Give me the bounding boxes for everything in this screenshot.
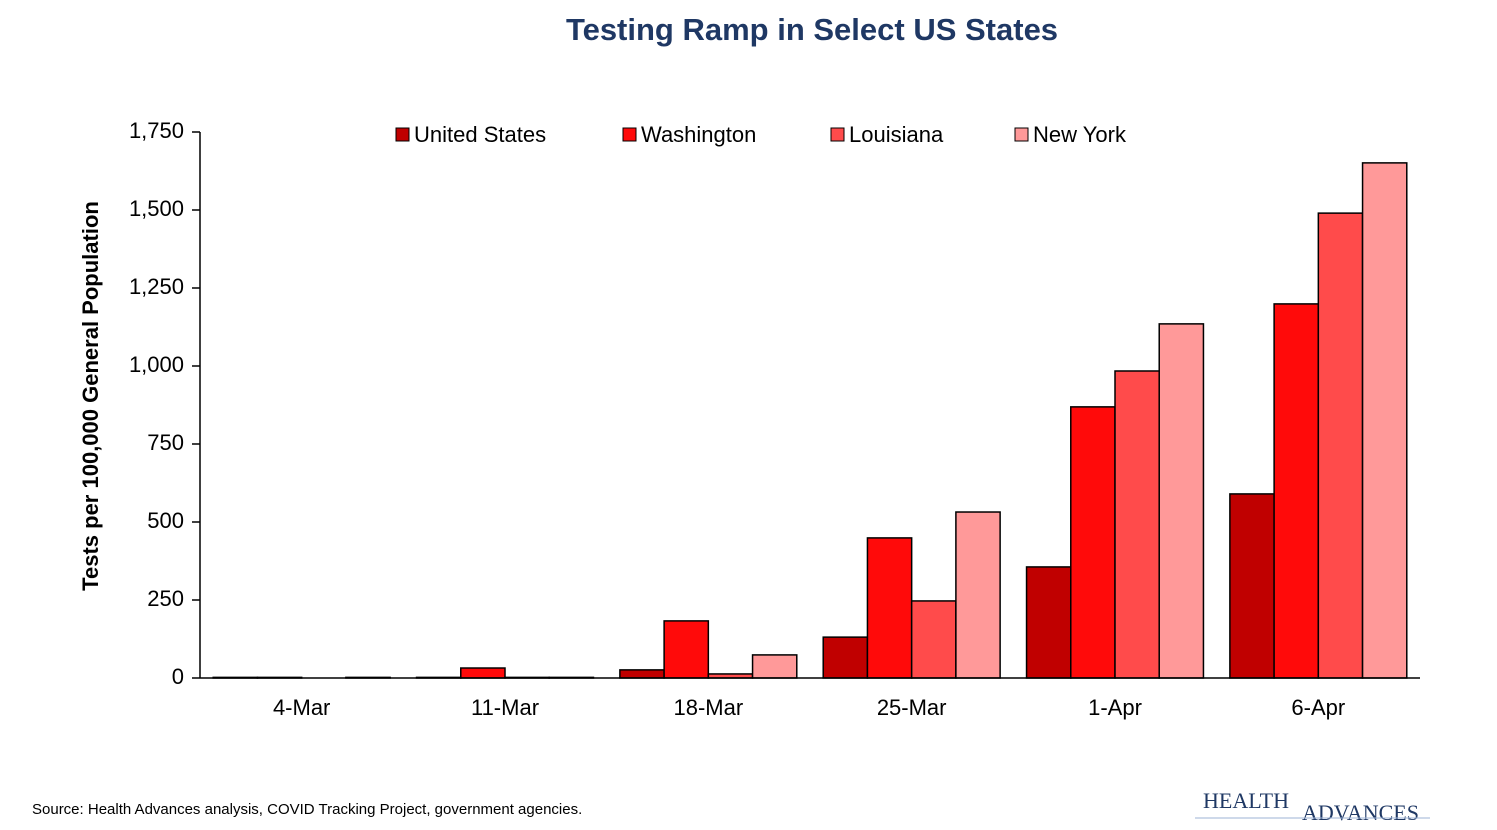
bar <box>1273 303 1320 679</box>
bar <box>955 511 1001 679</box>
y-tick-label: 1,250 <box>129 274 184 299</box>
bar <box>1229 493 1275 679</box>
legend-label: United States <box>414 122 546 147</box>
y-tick-label: 1,750 <box>129 118 184 143</box>
legend-label: Louisiana <box>849 122 944 147</box>
x-tick-label: 18-Mar <box>673 695 743 720</box>
bar <box>1317 212 1364 679</box>
y-tick-label: 750 <box>147 430 184 455</box>
logo: ADVANCES <box>1302 800 1419 825</box>
x-tick-label: 6-Apr <box>1291 695 1345 720</box>
bar <box>663 620 710 679</box>
y-tick-label: 0 <box>172 664 184 689</box>
bar <box>866 537 913 679</box>
bar <box>460 667 506 679</box>
bar <box>1070 406 1116 679</box>
bar <box>751 654 798 679</box>
logo: HEALTH <box>1203 788 1289 813</box>
bar <box>619 669 665 679</box>
x-tick-label: 25-Mar <box>877 695 947 720</box>
y-tick-label: 500 <box>147 508 184 533</box>
bar <box>1025 566 1072 679</box>
bar <box>910 600 957 679</box>
x-tick-label: 11-Mar <box>471 695 539 720</box>
y-tick-label: 1,500 <box>129 196 184 221</box>
source-note: Source: Health Advances analysis, COVID … <box>32 801 582 818</box>
y-axis-label: Tests per 100,000 General Population <box>78 201 103 591</box>
x-tick-label: 1-Apr <box>1088 695 1142 720</box>
bar <box>1361 162 1408 679</box>
chart-title: Testing Ramp in Select US States <box>566 12 1058 47</box>
bar <box>1158 323 1205 679</box>
bar <box>822 636 869 679</box>
legend-label: New York <box>1033 122 1127 147</box>
legend-swatch <box>622 127 637 142</box>
bar <box>1114 370 1160 679</box>
y-tick-label: 250 <box>147 586 184 611</box>
legend-swatch <box>830 127 845 142</box>
y-tick-label: 1,000 <box>129 352 184 377</box>
legend-label: Washington <box>641 122 756 147</box>
x-tick-label: 4-Mar <box>273 695 330 720</box>
legend-swatch <box>395 127 410 142</box>
legend-swatch <box>1014 127 1029 142</box>
